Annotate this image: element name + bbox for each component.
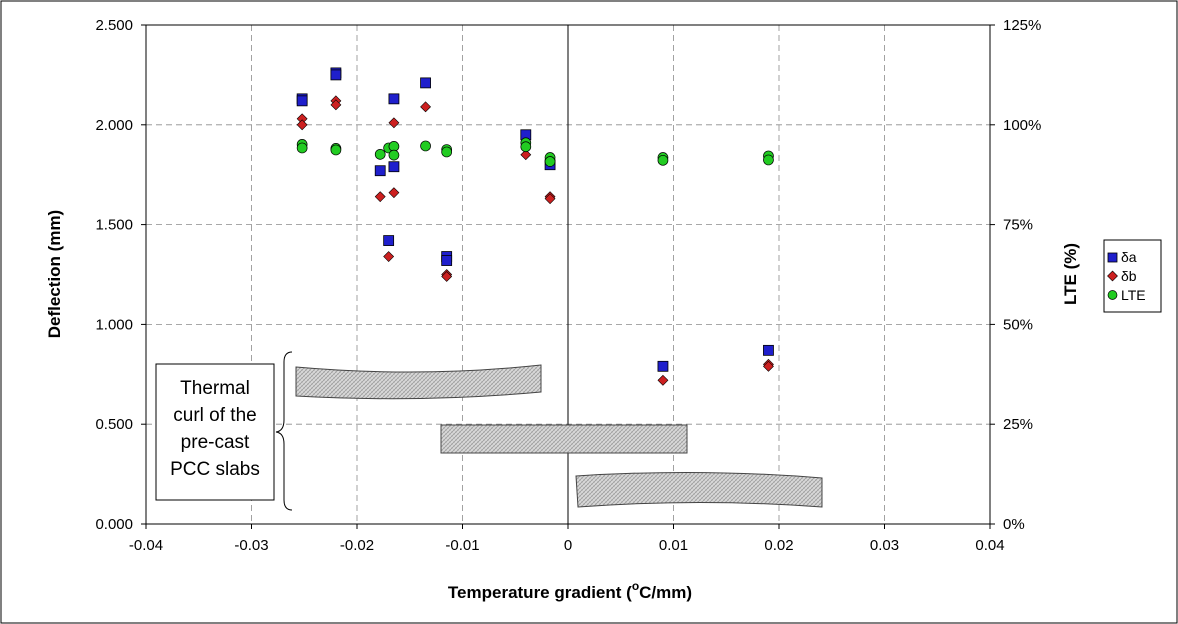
data-point-square [388, 93, 400, 105]
data-point-diamond [388, 187, 400, 199]
data-point-diamond [763, 360, 774, 372]
flat-slab-middle [440, 424, 688, 454]
annotation-line-3: pre-cast [181, 432, 250, 453]
curled-slab-bottom [575, 471, 823, 508]
x-axis-title-tail: C/mm) [639, 583, 692, 602]
x-axis-ticks: -0.04 -0.03 -0.02 -0.01 0 0.01 0.02 0.03 0.04 [129, 524, 1005, 554]
y-axis-ticks: 0.000 0.500 1.000 1.500 2.000 2.500 [95, 17, 146, 533]
data-point-circle [374, 148, 386, 160]
y2-axis-title: LTE (%) [1061, 243, 1080, 305]
legend-marker-db [1107, 270, 1118, 282]
y2-tick-label: 25% [1003, 416, 1033, 433]
legend-marker-da [1107, 252, 1118, 263]
x-tick-label: 0.03 [870, 537, 899, 554]
data-point-circle [544, 156, 556, 167]
x-tick-label: 0.02 [764, 537, 793, 554]
data-point-diamond [374, 191, 386, 203]
annotation-line-4: PCC slabs [170, 459, 260, 480]
y-axis-title: Deflection (mm) [45, 210, 64, 338]
annotation-line-2: curl of the [173, 405, 256, 426]
data-point-diamond [383, 251, 395, 262]
y-tick-label: 2.500 [95, 17, 133, 34]
data-point-square [296, 95, 308, 107]
y2-tick-label: 75% [1003, 217, 1033, 234]
data-point-circle [657, 154, 669, 166]
legend-label-lte: LTE [1121, 287, 1146, 303]
data-point-diamond [296, 119, 308, 131]
data-point-diamond [657, 374, 669, 386]
data-point-square [383, 235, 395, 246]
brace [275, 351, 293, 511]
x-axis-title-main: Temperature gradient ( [448, 583, 632, 602]
y-tick-label: 1.500 [95, 217, 133, 234]
data-point-diamond [544, 193, 556, 205]
data-point-square [441, 255, 453, 266]
data-point-square [374, 165, 386, 177]
data-point-circle [520, 141, 532, 153]
data-point-square [420, 77, 431, 89]
annotation-box [155, 363, 275, 501]
data-point-circle [330, 144, 342, 156]
y-tick-label: 1.000 [95, 316, 133, 333]
y2-tick-label: 100% [1003, 117, 1041, 134]
legend: δa δb LTE [1103, 239, 1162, 313]
curled-slab-top [295, 364, 542, 400]
x-tick-label: -0.04 [129, 537, 163, 554]
data-point-square [330, 69, 342, 81]
data-point-circle [420, 140, 431, 152]
legend-marker-lte [1107, 290, 1118, 300]
data-point-diamond [520, 149, 532, 161]
data-point-circle [296, 142, 308, 154]
x-axis-title: Temperature gradient (oC/mm) [448, 579, 692, 602]
legend-label-db: δb [1121, 268, 1137, 284]
y-tick-label: 2.000 [95, 117, 133, 134]
y2-axis-ticks: 0% 25% 50% 75% 100% 125% [990, 17, 1041, 533]
data-point-diamond [441, 271, 453, 282]
x-axis-title-sup: o [632, 579, 639, 593]
data-point-square [388, 161, 400, 173]
legend-label-da: δa [1121, 249, 1137, 265]
y-tick-label: 0.000 [95, 516, 133, 533]
x-tick-label: -0.02 [340, 537, 374, 554]
annotation-line-1: Thermal [180, 378, 250, 399]
data-point-diamond [420, 101, 431, 113]
data-point-circle [388, 149, 400, 161]
data-point-diamond [388, 117, 400, 129]
x-tick-label: 0.04 [975, 537, 1004, 554]
x-tick-label: 0.01 [659, 537, 688, 554]
y2-tick-label: 125% [1003, 17, 1041, 34]
data-point-diamond [330, 99, 342, 111]
data-points [296, 67, 774, 386]
x-tick-label: 0 [564, 537, 572, 554]
y-tick-label: 0.500 [95, 416, 133, 433]
data-point-circle [763, 154, 774, 166]
y2-tick-label: 0% [1003, 516, 1025, 533]
data-point-circle [441, 146, 453, 158]
data-point-square [657, 360, 669, 372]
y2-tick-label: 50% [1003, 316, 1033, 333]
x-tick-label: -0.03 [234, 537, 268, 554]
data-point-square [763, 344, 774, 356]
x-tick-label: -0.01 [445, 537, 479, 554]
